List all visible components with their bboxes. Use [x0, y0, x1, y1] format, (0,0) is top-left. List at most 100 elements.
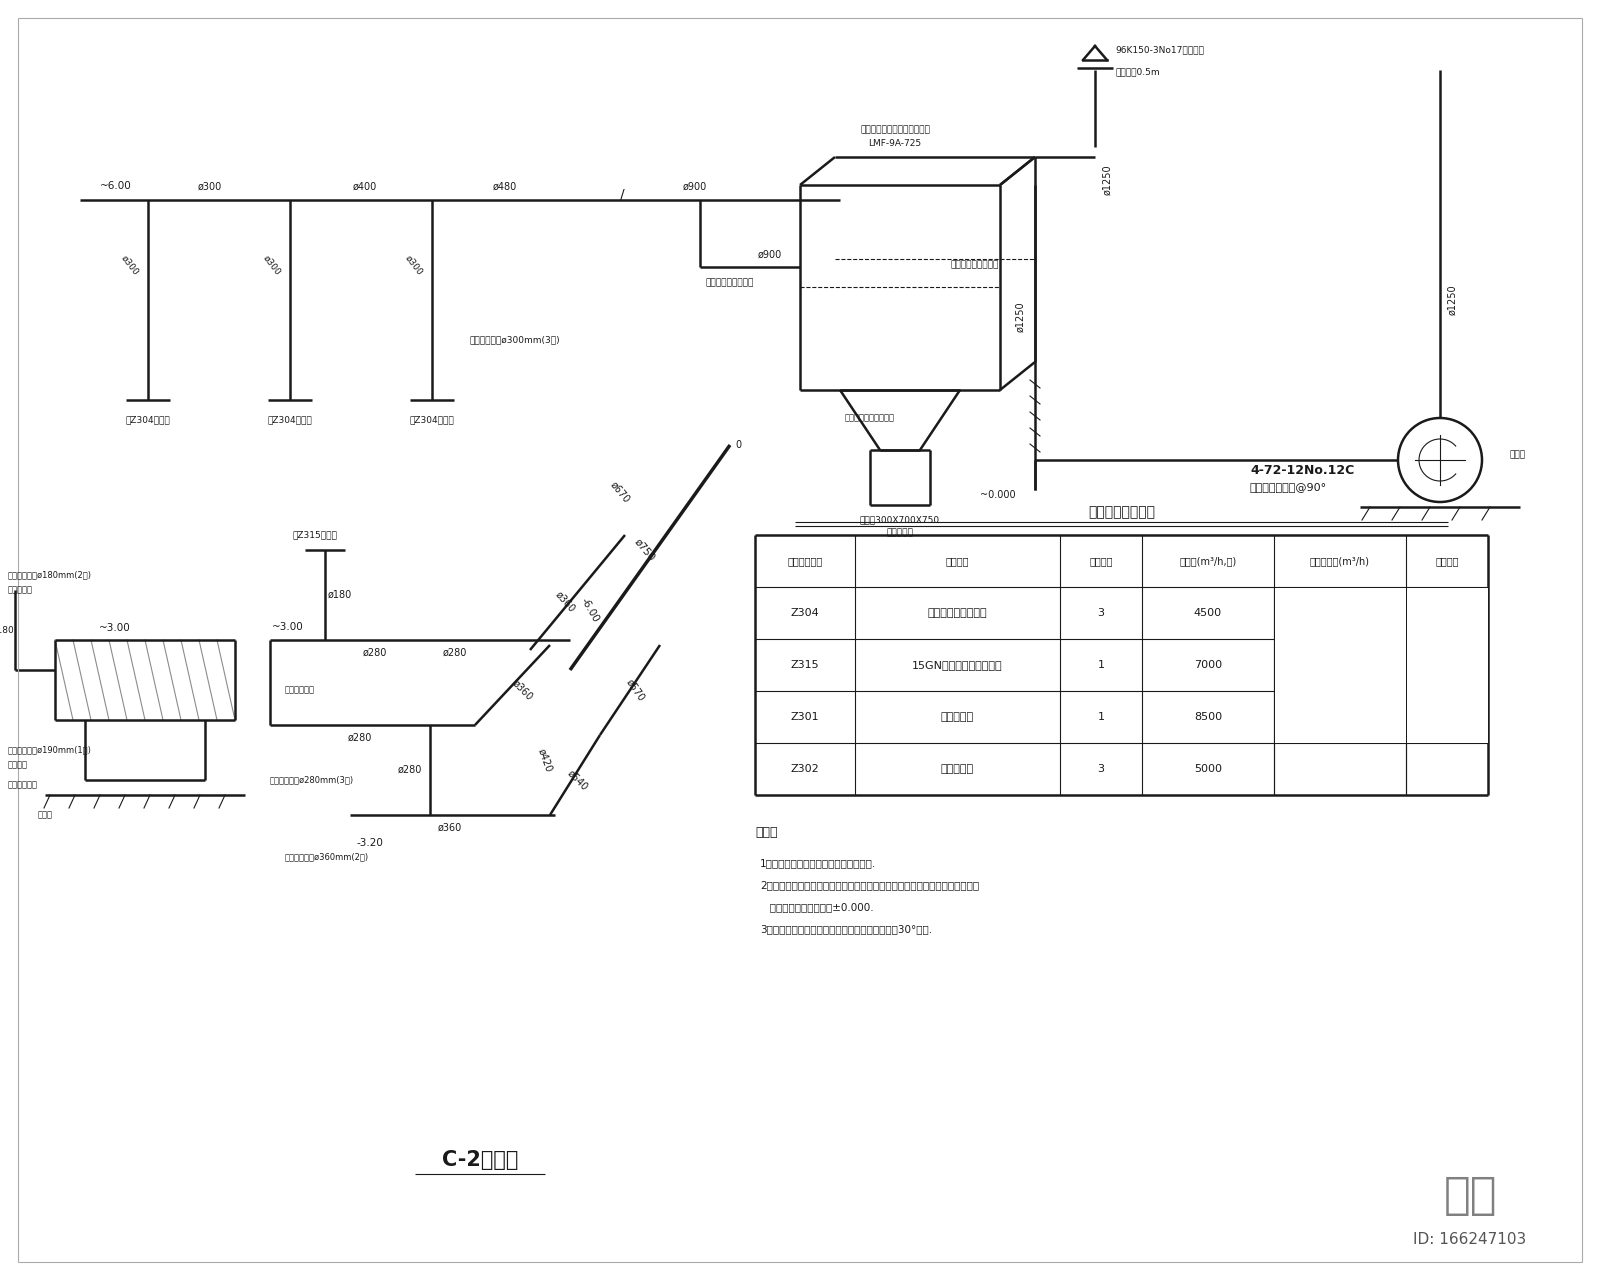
Text: ~3.00: ~3.00	[99, 623, 131, 634]
Text: ø900: ø900	[683, 182, 707, 192]
Text: 板Z304抽风口: 板Z304抽风口	[126, 416, 170, 425]
Text: 3：所有除尘系统支管与主管三通连接处均为夹角30°安装.: 3：所有除尘系统支管与主管三通连接处均为夹角30°安装.	[760, 924, 933, 934]
Text: ~6.00: ~6.00	[99, 180, 131, 191]
Text: 基础要集: 基础要集	[8, 760, 29, 769]
Text: 离线分室脉冲反吹袋式除尘器: 离线分室脉冲反吹袋式除尘器	[861, 125, 930, 134]
Text: 板Z315抽风口: 板Z315抽风口	[293, 530, 338, 539]
Text: Z302: Z302	[790, 764, 819, 774]
Text: ø360: ø360	[554, 590, 578, 614]
Text: 规格定: 规格定	[1510, 451, 1526, 460]
Bar	[1275, 640, 1405, 690]
Text: 1: 1	[1098, 660, 1104, 669]
Text: 普宽钢斜管径ø280mm(3只): 普宽钢斜管径ø280mm(3只)	[270, 776, 354, 785]
Text: 排风量(m³/h,台): 排风量(m³/h,台)	[1179, 556, 1237, 566]
Text: 加密口线在集: 加密口线在集	[285, 686, 315, 695]
Text: 由厂家配制: 由厂家配制	[886, 529, 914, 538]
Text: 2：本图所注标高对矩形风管和风口为其底面标高，对圆形风口为其中心距离，: 2：本图所注标高对矩形风管和风口为其底面标高，对圆形风口为其中心距离，	[760, 881, 979, 890]
Text: 44000: 44000	[1320, 658, 1360, 672]
Text: 阻抗复合消声风机箱: 阻抗复合消声风机箱	[706, 279, 754, 288]
Text: ø570: ø570	[624, 677, 646, 703]
Text: 工艺设备排风量表: 工艺设备排风量表	[1088, 506, 1155, 518]
Text: 橡胶履带抛丸清理机: 橡胶履带抛丸清理机	[928, 608, 987, 618]
Text: 5000: 5000	[1194, 764, 1222, 774]
Text: ø180: ø180	[328, 590, 352, 600]
Text: 阻抗全套出风口标高: 阻抗全套出风口标高	[950, 261, 998, 270]
Text: 1：图中所注标高在安装时可作适当调整.: 1：图中所注标高在安装时可作适当调整.	[760, 858, 877, 868]
Text: Z301: Z301	[790, 712, 819, 722]
Text: ø360: ø360	[438, 823, 462, 833]
Text: -6.00: -6.00	[579, 596, 602, 625]
Text: ø180: ø180	[0, 626, 14, 635]
Text: 15GN金属履带抛丸清理机: 15GN金属履带抛丸清理机	[912, 660, 1003, 669]
Text: 4-72-12No.12C: 4-72-12No.12C	[1250, 463, 1354, 476]
Text: ø900: ø900	[758, 250, 782, 260]
Text: C-2系统图: C-2系统图	[442, 1149, 518, 1170]
Text: 普宽钢斜管径ø360mm(2只): 普宽钢斜管径ø360mm(2只)	[285, 852, 370, 861]
Text: ø300: ø300	[198, 182, 222, 192]
Text: 离出屋顶0.5m: 离出屋顶0.5m	[1115, 68, 1160, 77]
Text: C-2: C-2	[1437, 660, 1456, 669]
Text: 等宽钢斜管径ø190mm(1只): 等宽钢斜管径ø190mm(1只)	[8, 745, 91, 754]
Text: 普碳钢斜管径ø300mm(3只): 普碳钢斜管径ø300mm(3只)	[470, 335, 560, 344]
Text: ø280: ø280	[398, 765, 422, 774]
Text: ø300: ø300	[403, 253, 424, 276]
Text: 辊筒破碎机: 辊筒破碎机	[941, 712, 974, 722]
Text: 板Z304抽风口: 板Z304抽风口	[410, 416, 454, 425]
Text: ø420: ø420	[536, 746, 554, 773]
Text: Z304: Z304	[790, 608, 819, 618]
Text: 等宽钢斜管径ø180mm(2只): 等宽钢斜管径ø180mm(2只)	[8, 571, 93, 580]
Text: ø540: ø540	[566, 768, 590, 792]
Text: 系统总风量(m³/h): 系统总风量(m³/h)	[1310, 556, 1370, 566]
Text: 系统编号: 系统编号	[1435, 556, 1459, 566]
Text: 8500: 8500	[1194, 712, 1222, 722]
Text: ø480: ø480	[493, 182, 517, 192]
Text: 3: 3	[1098, 764, 1104, 774]
Bar	[1406, 691, 1488, 742]
Text: 板Z304抽风口: 板Z304抽风口	[267, 416, 312, 425]
Text: 96K150-3No17锥形风帽: 96K150-3No17锥形风帽	[1115, 46, 1203, 55]
Text: ø280: ø280	[363, 648, 387, 658]
Text: ø1250: ø1250	[1446, 284, 1458, 315]
Text: ø360: ø360	[510, 678, 534, 703]
Bar	[1406, 588, 1488, 639]
Text: ø1250: ø1250	[1102, 165, 1112, 196]
Text: 排灰网（除尘器自带）: 排灰网（除尘器自带）	[845, 413, 894, 422]
Text: ø1250: ø1250	[1014, 302, 1026, 333]
Text: 知末: 知末	[1443, 1174, 1496, 1216]
Text: ø300: ø300	[120, 253, 141, 276]
Text: 等宽斜管集: 等宽斜管集	[8, 585, 34, 594]
Text: 44000: 44000	[1322, 660, 1358, 669]
Text: ~3.00: ~3.00	[272, 622, 304, 632]
Text: 设备数量: 设备数量	[1090, 556, 1112, 566]
Text: ø300: ø300	[261, 253, 283, 276]
Bar	[1406, 640, 1488, 690]
Text: LMF-9A-725: LMF-9A-725	[869, 138, 922, 147]
Text: Z315: Z315	[790, 660, 819, 669]
Text: ø750: ø750	[632, 536, 658, 563]
Text: -3.20: -3.20	[357, 838, 384, 847]
Text: 3: 3	[1098, 608, 1104, 618]
Text: 离心变频通风机@90°: 离心变频通风机@90°	[1250, 483, 1326, 492]
Text: ø400: ø400	[354, 182, 378, 192]
Text: /: /	[619, 188, 624, 202]
Bar	[1275, 691, 1405, 742]
Text: ø670: ø670	[608, 480, 632, 504]
Text: ~0.000: ~0.000	[979, 490, 1016, 500]
Text: 7000: 7000	[1194, 660, 1222, 669]
Text: 设备名称: 设备名称	[946, 556, 970, 566]
Text: ø280: ø280	[443, 648, 467, 658]
Text: 鄂式破碎机: 鄂式破碎机	[941, 764, 974, 774]
Bar	[1275, 588, 1405, 639]
Text: 设备工艺编号: 设备工艺编号	[787, 556, 822, 566]
Text: ø280: ø280	[347, 733, 373, 742]
Text: C-2: C-2	[1437, 658, 1458, 672]
Text: 集尘柜300X700X750: 集尘柜300X700X750	[859, 516, 941, 525]
Text: 4500: 4500	[1194, 608, 1222, 618]
Text: 加密口线在集: 加密口线在集	[8, 781, 38, 790]
Text: ID: 166247103: ID: 166247103	[1413, 1233, 1526, 1248]
Text: 底层集: 底层集	[37, 810, 53, 819]
Text: 0: 0	[734, 440, 741, 451]
Text: 1: 1	[1098, 712, 1104, 722]
Text: 相对室内的地坪标高为±0.000.: 相对室内的地坪标高为±0.000.	[760, 902, 874, 911]
Text: 说明：: 说明：	[755, 827, 778, 840]
